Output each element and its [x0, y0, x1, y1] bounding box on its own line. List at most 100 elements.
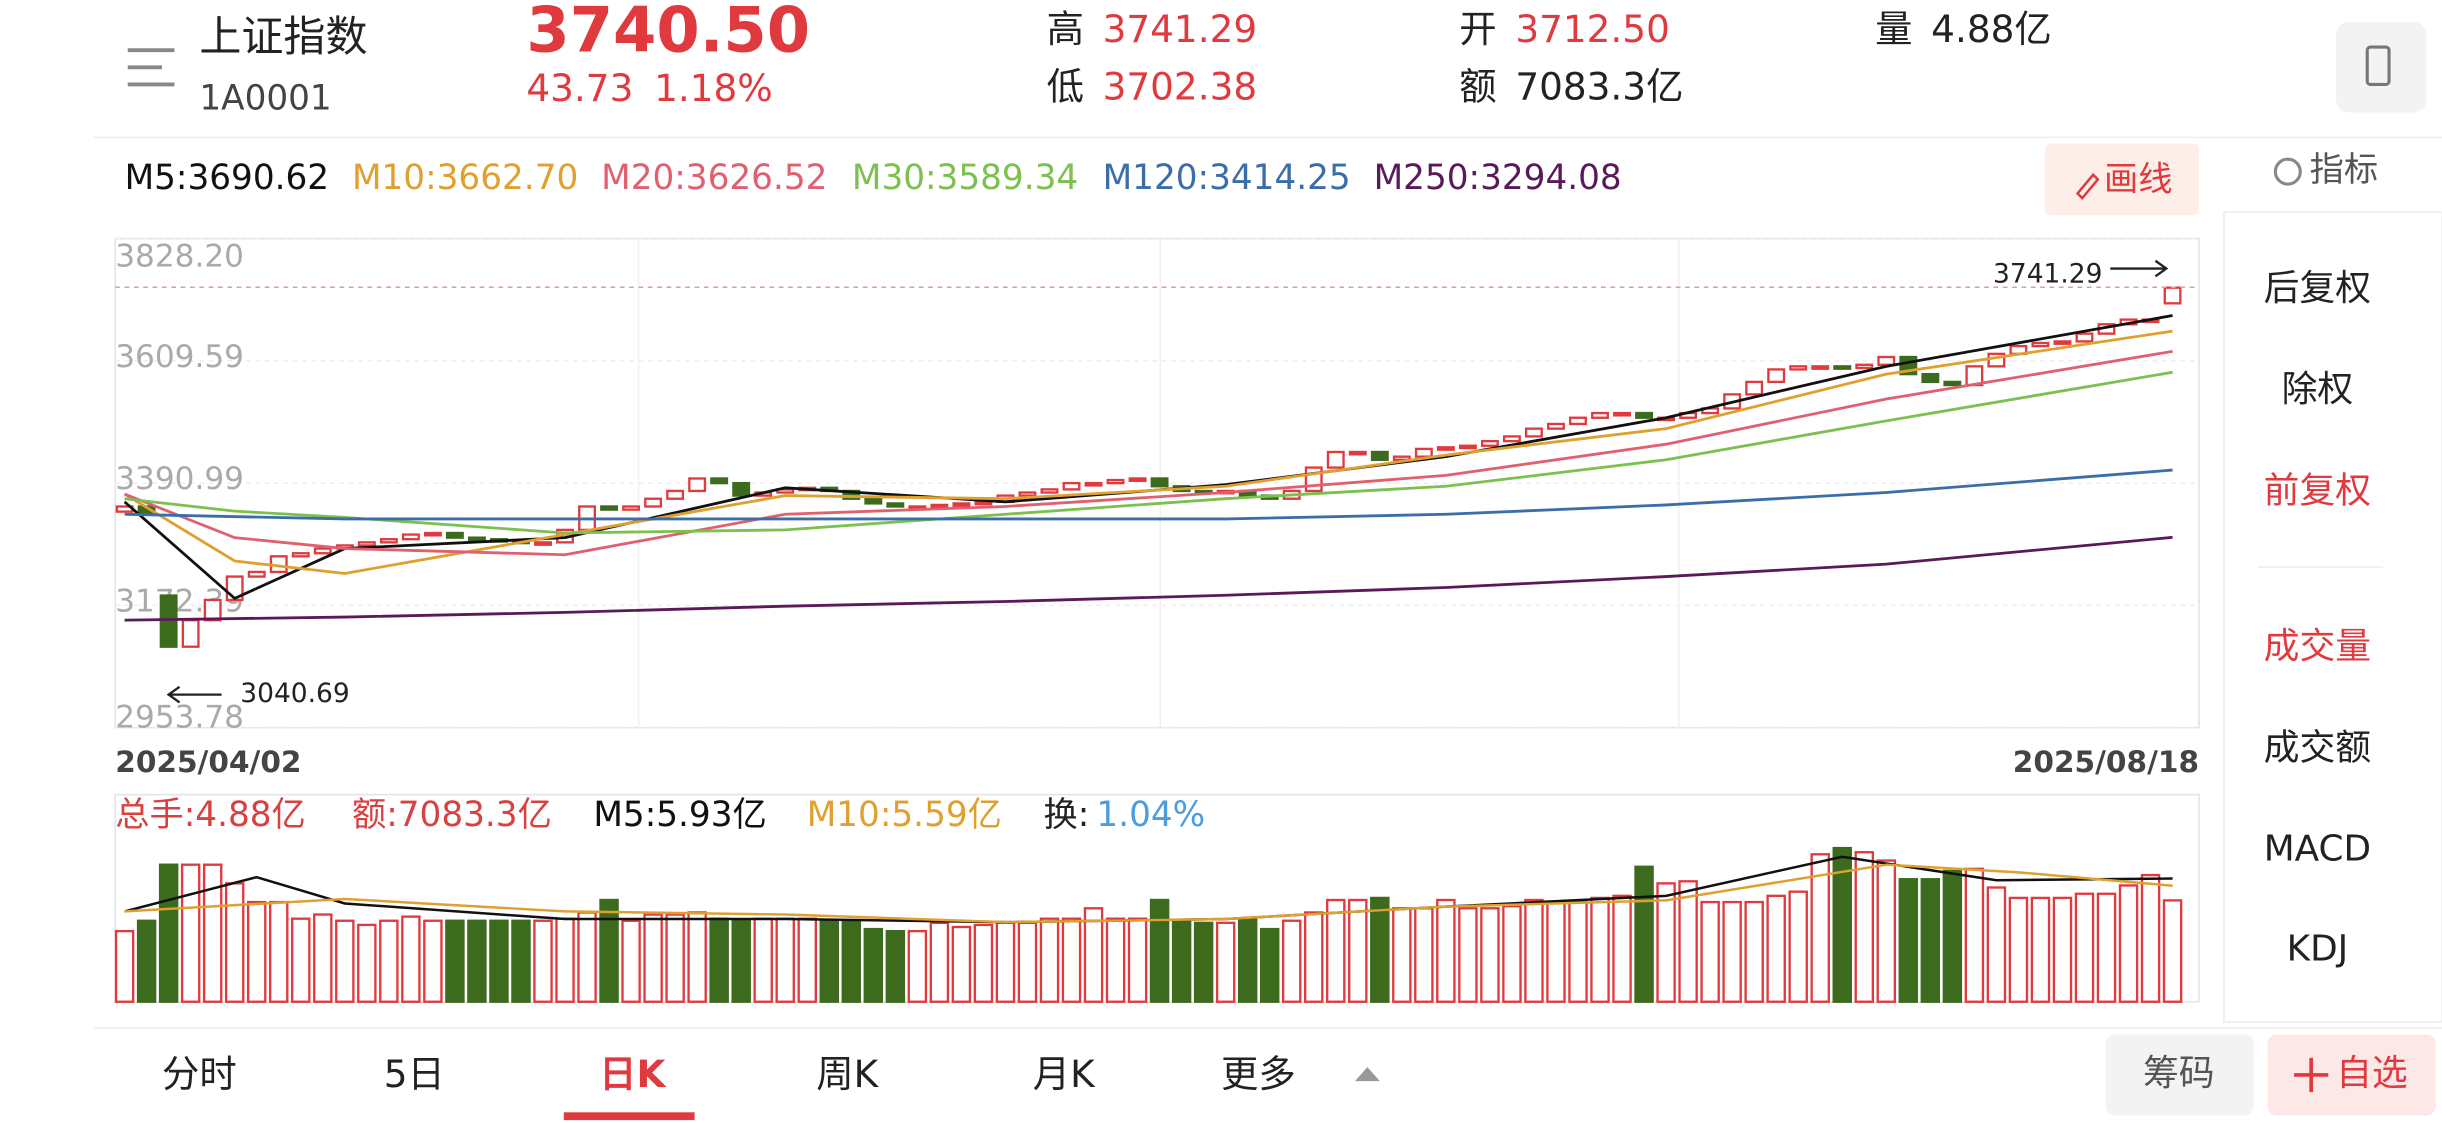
volume-bar [1436, 898, 1456, 1003]
volume-bar [1061, 917, 1082, 1003]
candle-body [401, 533, 420, 541]
volume-bar [2030, 896, 2051, 1003]
x-tick-label: 2025/04/02 [115, 745, 301, 779]
volume-bar [335, 919, 355, 1003]
volume-bar [2052, 896, 2073, 1003]
ma-legend: M10:3662.70 [352, 158, 578, 198]
candle-body [1062, 481, 1081, 491]
y-tick-label: 3828.20 [115, 238, 244, 274]
low-label: 低 [1047, 65, 1084, 109]
candle-body [357, 541, 376, 547]
candle-body [1480, 439, 1499, 447]
volume-bar [1281, 919, 1302, 1003]
volume-summary: 总手:4.88亿 [115, 795, 306, 835]
volume-bar [687, 911, 707, 1003]
candle-body [1943, 380, 1962, 387]
volume-bar [1656, 882, 1676, 1003]
volume-bar [1920, 878, 1941, 1003]
volume-bar [1149, 898, 1170, 1003]
volume-bar [621, 919, 641, 1003]
side-item[interactable]: 后复权 [2264, 268, 2371, 309]
tab[interactable]: 更多 [1221, 1052, 1296, 1096]
side-item[interactable]: 前复权 [2264, 470, 2371, 511]
gauge-icon [2273, 157, 2302, 186]
device-button[interactable] [2336, 22, 2427, 113]
candle-body [1326, 450, 1345, 469]
volume-bar [1612, 894, 1632, 1003]
volume-summary: 额:7083.3亿 [352, 795, 552, 835]
volume-bar [599, 898, 619, 1003]
side-item[interactable]: 成交量 [2264, 626, 2371, 667]
candle-body [1591, 411, 1609, 419]
volume-bar [841, 919, 862, 1003]
candle-body [1789, 365, 1808, 371]
volume-bar [2140, 873, 2161, 1003]
volume-bar [1502, 905, 1522, 1003]
volume-bar [467, 919, 487, 1003]
indicator-button[interactable]: 指标 [2273, 150, 2378, 190]
turnover-value: 1.04% [1096, 795, 1205, 835]
volume-label: 量 [1875, 7, 1912, 51]
volume-bar [2008, 896, 2029, 1003]
volume-bar [1017, 921, 1038, 1003]
ma-line [124, 349, 2173, 557]
candle-body [1370, 450, 1389, 461]
volume-bar [1392, 907, 1412, 1003]
volume-bar [313, 913, 333, 1003]
candle-body [1348, 450, 1367, 456]
tab[interactable]: 5日 [384, 1052, 445, 1096]
volume-bar [533, 919, 553, 1003]
volume-bar [1634, 865, 1654, 1003]
change-pct: 1.18% [654, 66, 773, 110]
volume-bar [1480, 907, 1500, 1003]
side-panel [2223, 211, 2442, 1023]
volume-bar [291, 917, 311, 1003]
ma-line [123, 314, 2173, 601]
y-tick-label: 2953.78 [115, 699, 244, 735]
high-value: 3741.29 [1103, 7, 1258, 51]
side-item[interactable]: KDJ [2287, 928, 2349, 969]
open-label: 开 [1459, 7, 1496, 51]
high-annotation: 3741.29 [1993, 258, 2102, 289]
side-item[interactable]: MACD [2264, 829, 2371, 870]
candle-body [930, 503, 949, 509]
volume-bar [2162, 899, 2183, 1003]
volume-bar [1237, 917, 1258, 1003]
volume-bar [136, 919, 157, 1003]
action-button[interactable]: 自选 [2336, 1053, 2408, 1094]
candle-body [1502, 435, 1521, 443]
side-item[interactable]: 成交额 [2264, 727, 2371, 768]
candle-body [1524, 427, 1543, 438]
action-button[interactable]: 筹码 [2143, 1053, 2215, 1094]
amount-value: 7083.3亿 [1515, 65, 1683, 109]
x-tick-label: 2025/08/18 [2013, 745, 2199, 779]
draw-button[interactable]: 画线 [2044, 143, 2200, 216]
side-item[interactable]: 除权 [2282, 369, 2354, 410]
volume-bar [357, 923, 377, 1003]
phone-icon [2365, 45, 2391, 86]
volume-bar [819, 919, 840, 1003]
volume-bar [1678, 880, 1698, 1003]
volume-bar [1854, 851, 1875, 1003]
tab[interactable]: 周K [816, 1052, 879, 1096]
volume-bar [1304, 911, 1324, 1003]
candle-body [2031, 341, 2050, 348]
candle-body [1921, 372, 1940, 384]
candle-body [423, 531, 442, 537]
candle-body [864, 497, 883, 505]
menu-icon[interactable] [127, 48, 175, 87]
ma-legend: M250:3294.08 [1374, 158, 1622, 198]
volume-bar [577, 911, 597, 1003]
candle-body [1635, 411, 1654, 419]
volume-bar [1964, 867, 1985, 1003]
tab[interactable]: 日K [599, 1052, 667, 1096]
candle-body [644, 497, 663, 508]
ma-line [123, 329, 2173, 575]
ma-legend: M5:3690.62 [125, 158, 330, 198]
volume-bar [1193, 921, 1214, 1003]
tab[interactable]: 分时 [162, 1052, 237, 1096]
tab[interactable]: 月K [1033, 1052, 1096, 1096]
volume-bar [1370, 896, 1390, 1003]
volume-bar [511, 919, 531, 1003]
